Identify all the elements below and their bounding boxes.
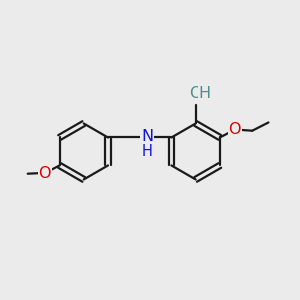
Text: O: O xyxy=(228,122,241,137)
Text: H: H xyxy=(198,86,211,101)
Text: H: H xyxy=(142,144,153,159)
Text: N: N xyxy=(141,128,153,143)
Text: O: O xyxy=(189,86,202,101)
Text: O: O xyxy=(39,166,51,181)
